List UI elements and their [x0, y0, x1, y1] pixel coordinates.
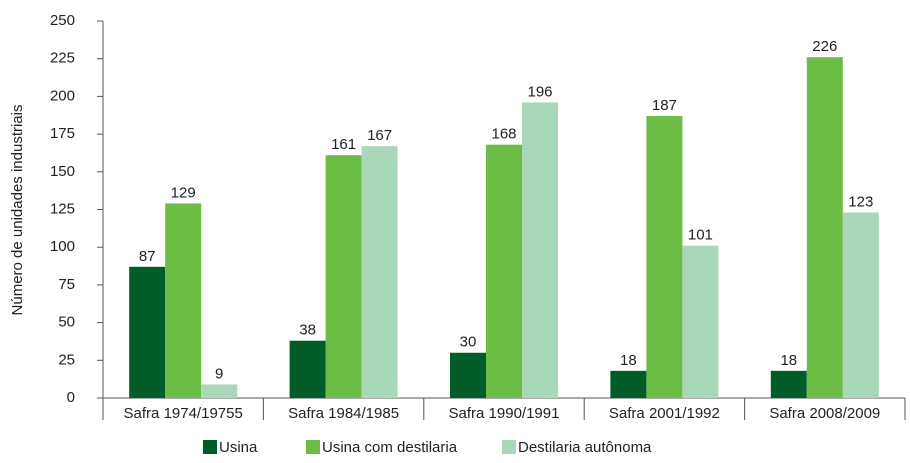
bar	[842, 212, 879, 398]
legend-swatch	[203, 440, 217, 454]
value-label: 18	[780, 352, 797, 369]
x-tick-label: Safra 1974/19755	[124, 405, 243, 422]
x-tick-label: Safra 2008/2009	[769, 405, 880, 422]
value-label: 101	[688, 227, 713, 244]
bar	[610, 370, 647, 398]
bar	[129, 266, 166, 398]
value-label: 196	[527, 83, 552, 100]
value-label: 30	[460, 334, 477, 351]
legend-label: Usina	[219, 439, 258, 456]
bar	[201, 384, 238, 398]
bar	[361, 146, 398, 398]
y-tick-label: 150	[50, 163, 75, 180]
value-label: 129	[171, 184, 196, 201]
value-label: 226	[812, 38, 837, 55]
bar	[646, 116, 683, 398]
value-label: 9	[215, 365, 223, 382]
bar	[522, 102, 558, 398]
bar	[486, 144, 522, 398]
bar	[450, 352, 486, 398]
x-tick-label: Safra 2001/1992	[609, 405, 720, 422]
value-label: 123	[848, 193, 873, 210]
x-tick-label: Safra 1984/1985	[288, 405, 399, 422]
bar	[806, 57, 843, 398]
value-label: 167	[367, 127, 392, 144]
y-tick-label: 0	[67, 389, 75, 406]
bar	[682, 245, 719, 398]
value-label: 38	[299, 322, 316, 339]
bar	[325, 155, 362, 398]
y-axis-label: Número de unidades industriais	[9, 105, 26, 316]
value-label: 18	[620, 352, 637, 369]
legend-label: Usina com destilaria	[322, 439, 458, 456]
legend-swatch	[502, 440, 516, 454]
bar	[289, 340, 326, 398]
y-tick-label: 25	[58, 351, 75, 368]
y-tick-label: 125	[50, 200, 75, 217]
legend-label: Destilaria autônoma	[518, 439, 652, 456]
bar	[165, 203, 202, 398]
value-label: 168	[491, 126, 516, 143]
y-tick-label: 50	[58, 314, 75, 331]
value-label: 187	[652, 97, 677, 114]
y-tick-label: 175	[50, 125, 75, 142]
y-tick-label: 250	[50, 12, 75, 29]
bar	[770, 370, 807, 398]
value-label: 87	[139, 248, 156, 265]
value-label: 161	[331, 136, 356, 153]
x-tick-label: Safra 1990/1991	[449, 405, 560, 422]
y-tick-label: 75	[58, 276, 75, 293]
y-tick-label: 200	[50, 87, 75, 104]
legend-swatch	[306, 440, 320, 454]
y-tick-label: 100	[50, 238, 75, 255]
y-tick-label: 225	[50, 50, 75, 67]
